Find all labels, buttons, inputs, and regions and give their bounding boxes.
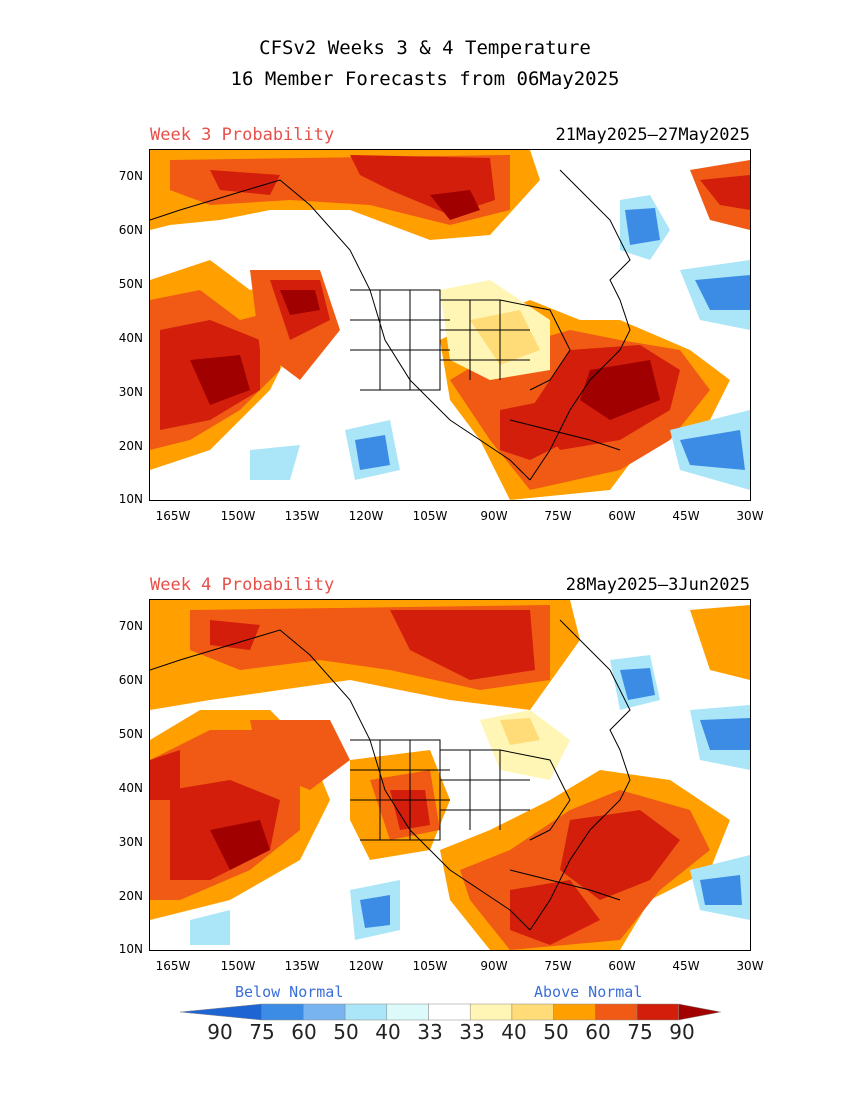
lat-tick: 10N [118, 492, 143, 506]
lon-tick: 105W [412, 959, 448, 973]
lon-tick: 30W [736, 509, 764, 523]
colorbar-cell [595, 1003, 638, 1021]
colorbar-number: 40 [375, 1020, 401, 1044]
colorbar-number: 40 [501, 1020, 527, 1044]
lon-tick: 75W [544, 509, 572, 523]
colorbar-cell [344, 1003, 388, 1021]
title-line-2: 16 Member Forecasts from 06May2025 [230, 68, 620, 90]
lat-tick: 10N [118, 942, 143, 956]
week3-map [149, 149, 751, 501]
lat-tick: 30N [118, 835, 143, 849]
colorbar-cell [428, 1003, 471, 1021]
lon-tick: 45W [672, 509, 700, 523]
colorbar-cell [303, 1003, 346, 1021]
colorbar-number: 50 [333, 1020, 359, 1044]
week3-label: Week 3 Probability [150, 125, 335, 145]
colorbar-number: 90 [669, 1020, 695, 1044]
lat-tick: 30N [118, 385, 143, 399]
lon-tick: 60W [608, 509, 636, 523]
week3-coastlines [150, 169, 631, 481]
lon-tick: 150W [220, 509, 256, 523]
colorbar-number: 90 [207, 1020, 233, 1044]
lon-tick: 135W [284, 509, 320, 523]
below-normal-label: Below Normal [235, 983, 344, 1001]
lat-tick: 40N [118, 781, 143, 795]
above-normal-label: Above Normal [534, 983, 643, 1001]
lat-tick: 70N [118, 619, 143, 633]
lat-tick: 50N [118, 727, 143, 741]
lat-tick: 50N [118, 277, 143, 291]
colorbar-number: 33 [417, 1020, 443, 1044]
colorbar-number: 75 [627, 1020, 653, 1044]
week3-probability-shading [150, 150, 750, 500]
colorbar-cell [636, 1003, 679, 1021]
lon-tick: 105W [412, 509, 448, 523]
colorbar [179, 1003, 721, 1021]
lat-tick: 70N [118, 169, 143, 183]
lat-tick: 40N [118, 331, 143, 345]
week4-map [149, 599, 751, 951]
colorbar-number: 50 [543, 1020, 569, 1044]
lon-tick: 120W [348, 959, 384, 973]
lon-tick: 30W [736, 959, 764, 973]
colorbar-number: 33 [459, 1020, 485, 1044]
lat-tick: 60N [118, 673, 143, 687]
colorbar-cell [678, 1003, 721, 1021]
lon-tick: 60W [608, 959, 636, 973]
colorbar-number: 60 [585, 1020, 611, 1044]
lon-tick: 165W [155, 959, 191, 973]
lat-tick: 20N [118, 889, 143, 903]
lon-tick: 45W [672, 959, 700, 973]
lon-tick: 150W [220, 959, 256, 973]
week4-coastlines [150, 619, 631, 931]
title-line-1: CFSv2 Weeks 3 & 4 Temperature [259, 37, 591, 59]
colorbar-cells [179, 1003, 721, 1021]
colorbar-cell [386, 1003, 429, 1021]
colorbar-cell [261, 1003, 304, 1021]
lon-tick: 135W [284, 959, 320, 973]
week4-date-range: 28May2025—3Jun2025 [565, 575, 750, 595]
lon-tick: 90W [480, 509, 508, 523]
week3-date-range: 21May2025—27May2025 [555, 125, 750, 145]
lat-tick: 20N [118, 439, 143, 453]
week4-label: Week 4 Probability [150, 575, 335, 595]
colorbar-cell [469, 1003, 513, 1021]
lon-tick: 165W [155, 509, 191, 523]
lat-tick: 60N [118, 223, 143, 237]
colorbar-number: 75 [249, 1020, 275, 1044]
week4-probability-shading [150, 600, 750, 950]
lon-tick: 90W [480, 959, 508, 973]
colorbar-number: 60 [291, 1020, 317, 1044]
lon-tick: 75W [544, 959, 572, 973]
colorbar-cell [179, 1003, 262, 1021]
colorbar-cell [511, 1003, 554, 1021]
colorbar-cell [553, 1003, 596, 1021]
lon-tick: 120W [348, 509, 384, 523]
